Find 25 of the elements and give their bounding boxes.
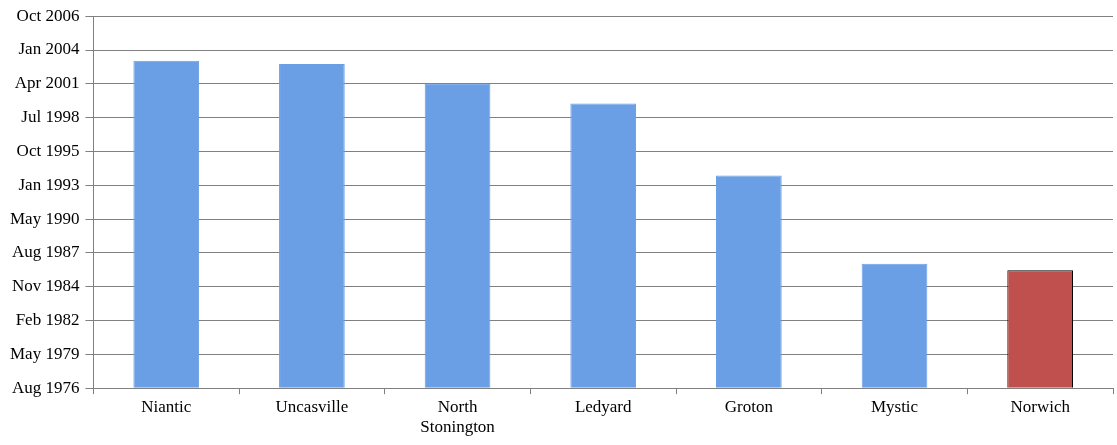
bar [424,83,491,388]
text: Jul 1998 [21,107,80,127]
bar [279,64,345,388]
text: Feb 1982 [15,310,80,330]
text: Apr 2001 [14,73,80,93]
text: Jan 1993 [18,174,80,194]
text: Aug 1987 [11,242,80,262]
bar [861,263,928,388]
x-tick-label: Ledyard [574,396,633,416]
text: Jan 2004 [18,39,80,59]
text: Nov 1984 [11,276,80,296]
x-tick-label: Groton [724,396,774,416]
bar [570,103,637,388]
text: May 1979 [9,343,80,363]
x-tick-label: Niantic [141,396,192,416]
x-tick-label: Norwich [1010,396,1071,416]
x-tick-label: North Stonington [420,396,496,437]
x-tick-label: Uncasville [275,396,349,416]
text: Oct 2006 [16,5,80,25]
bar [716,175,782,388]
text: May 1990 [9,208,80,228]
text: Oct 1995 [16,140,80,160]
text: Aug 1976 [11,377,80,397]
x-tick-label: Mystic [870,396,919,416]
bar [133,60,200,388]
